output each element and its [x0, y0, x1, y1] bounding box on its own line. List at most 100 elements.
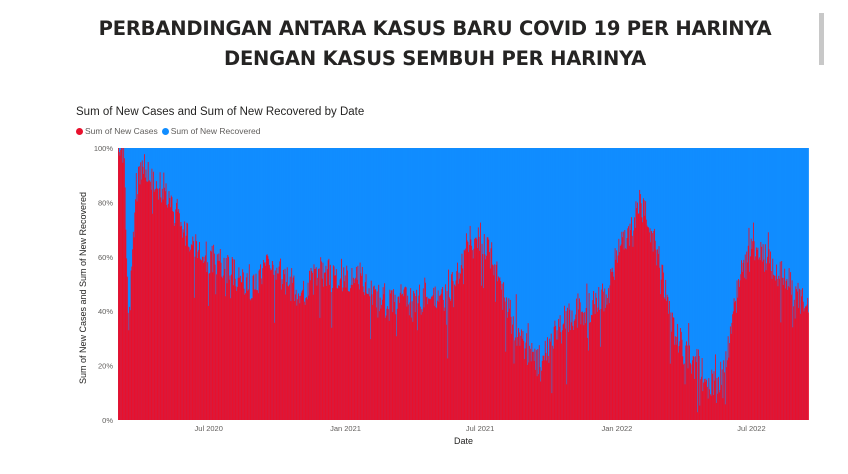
bar-new-recovered — [781, 148, 783, 278]
bar-new-cases — [547, 337, 548, 420]
vertical-scrollbar-thumb[interactable] — [819, 13, 824, 65]
bar-new-cases — [152, 213, 154, 420]
bar-new-cases — [667, 297, 669, 420]
bar-new-recovered — [421, 148, 423, 310]
bar-new-cases — [776, 264, 777, 420]
bar-new-recovered — [802, 148, 803, 289]
bar-new-recovered — [701, 148, 703, 359]
bar-new-recovered — [352, 148, 354, 285]
bar-new-cases — [802, 288, 803, 420]
bar-new-cases — [760, 241, 762, 420]
bar-new-recovered — [402, 148, 403, 294]
bar-new-cases — [545, 352, 547, 420]
bar-new-cases — [202, 256, 203, 420]
bar-new-cases — [786, 278, 788, 420]
bar-new-recovered — [368, 148, 370, 289]
bar-new-recovered — [628, 148, 629, 227]
bar-new-cases — [379, 297, 381, 420]
bar-new-recovered — [435, 148, 437, 308]
bar-new-cases — [145, 169, 147, 420]
bar-new-recovered — [373, 148, 374, 287]
bar-new-cases — [597, 307, 599, 420]
bar-new-recovered — [283, 148, 285, 275]
bar-new-recovered — [248, 148, 250, 290]
bar-new-recovered — [286, 148, 287, 283]
bar-new-recovered — [721, 148, 723, 370]
bar-new-cases — [372, 304, 374, 420]
bar-new-cases — [520, 335, 522, 420]
bar-new-cases — [177, 211, 179, 420]
bar-new-recovered — [739, 148, 741, 281]
bar-new-cases — [126, 276, 128, 420]
bar-new-cases — [556, 330, 558, 420]
bar-new-cases — [792, 327, 794, 420]
bar-new-cases — [806, 304, 808, 420]
bar-new-recovered — [381, 148, 383, 300]
bar-new-cases — [532, 351, 534, 420]
bar-new-recovered — [193, 148, 194, 242]
bar-new-cases — [218, 253, 220, 420]
bar-new-cases — [225, 296, 226, 420]
bar-new-recovered — [686, 148, 688, 346]
legend-item-new-recovered[interactable]: Sum of New Recovered — [161, 126, 261, 136]
bar-new-cases — [489, 268, 491, 420]
bar-new-recovered — [714, 148, 716, 381]
bar-new-cases — [587, 350, 589, 420]
bar-new-recovered — [356, 148, 358, 280]
bar-new-cases — [365, 274, 367, 420]
bar-new-cases — [567, 307, 568, 420]
bar-new-cases — [578, 298, 580, 420]
bar-new-cases — [407, 295, 409, 420]
bar-new-recovered — [483, 148, 484, 289]
bar-new-cases — [728, 357, 730, 420]
bar-new-cases — [176, 202, 177, 420]
bar-new-cases — [268, 264, 270, 420]
bar-new-cases — [406, 306, 408, 420]
bar-new-cases — [138, 166, 140, 420]
bar-new-recovered — [161, 148, 163, 189]
bar-new-cases — [632, 246, 634, 420]
bar-new-recovered — [305, 148, 307, 299]
bar-new-cases — [584, 323, 586, 420]
bar-new-cases — [726, 367, 728, 420]
bar-new-cases — [679, 341, 681, 420]
bar-new-cases — [358, 289, 360, 420]
bar-new-recovered — [793, 148, 795, 307]
bar-new-recovered — [732, 148, 734, 312]
bar-new-recovered — [344, 148, 345, 282]
bar-new-cases — [723, 372, 725, 420]
legend-item-new-cases[interactable]: Sum of New Cases — [76, 126, 158, 136]
bar-new-recovered — [196, 148, 198, 259]
bar-new-cases — [204, 255, 206, 420]
bar-new-cases — [201, 260, 203, 420]
bar-new-cases — [610, 271, 612, 420]
bar-new-recovered — [738, 148, 739, 279]
bar-new-recovered — [779, 148, 781, 262]
bar-new-recovered — [454, 148, 455, 285]
bar-new-cases — [787, 286, 789, 420]
bar-new-recovered — [723, 148, 725, 373]
bar-new-cases — [352, 284, 354, 420]
bar-new-cases — [156, 188, 158, 420]
bar-new-recovered — [755, 148, 757, 257]
bar-new-cases — [674, 336, 676, 420]
bar-new-recovered — [593, 148, 595, 305]
bar-new-recovered — [702, 148, 704, 392]
bar-new-cases — [333, 266, 335, 420]
bar-new-cases — [678, 346, 680, 420]
bar-new-cases — [699, 405, 701, 420]
bar-new-cases — [287, 285, 289, 420]
bar-new-recovered — [127, 148, 129, 313]
bar-new-recovered — [223, 148, 225, 258]
bar-new-recovered — [366, 148, 368, 294]
bar-new-recovered — [766, 148, 768, 264]
bar-new-cases — [631, 217, 632, 420]
bar-new-cases — [725, 351, 727, 420]
bar-new-recovered — [742, 148, 744, 263]
bar-new-cases — [711, 369, 713, 420]
bar-new-recovered — [204, 148, 206, 256]
bar-new-cases — [472, 258, 474, 420]
bar-new-cases — [428, 298, 429, 420]
bar-new-recovered — [787, 148, 789, 287]
bar-new-recovered — [309, 148, 311, 281]
